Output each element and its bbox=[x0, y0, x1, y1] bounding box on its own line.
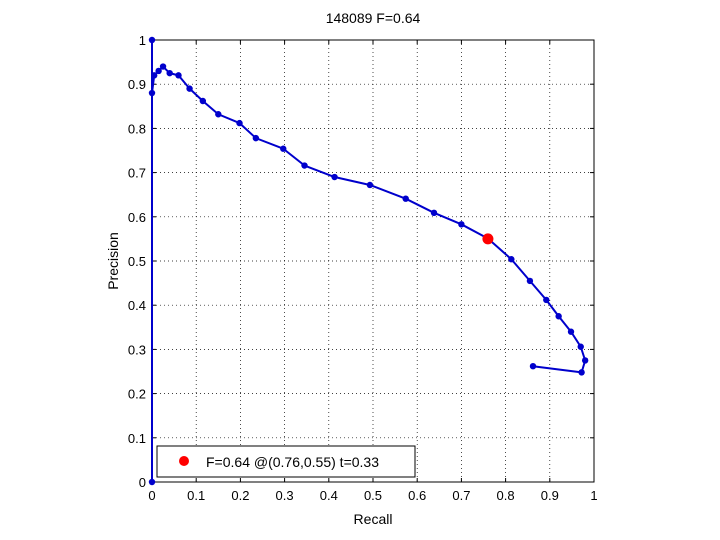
y-tick-label: 0.1 bbox=[128, 431, 146, 446]
y-tick-label: 1 bbox=[139, 33, 146, 48]
data-point bbox=[567, 328, 575, 335]
x-tick-label: 0 bbox=[148, 488, 155, 503]
y-tick-label: 0.6 bbox=[128, 210, 146, 225]
data-point bbox=[458, 221, 465, 228]
x-tick-label: 0.3 bbox=[276, 488, 294, 503]
x-tick-label: 0.9 bbox=[541, 488, 559, 503]
chart-title: 148089 F=0.64 bbox=[326, 10, 421, 26]
legend-marker bbox=[179, 456, 189, 466]
data-point bbox=[199, 97, 207, 105]
data-point bbox=[578, 369, 585, 376]
best-f-point bbox=[482, 233, 494, 245]
data-point bbox=[236, 119, 243, 127]
data-point bbox=[577, 343, 584, 350]
y-tick-label: 0.5 bbox=[128, 254, 146, 269]
x-tick-label: 1 bbox=[590, 488, 597, 503]
data-point bbox=[581, 357, 589, 364]
x-tick-label: 0.5 bbox=[364, 488, 382, 503]
data-point bbox=[301, 162, 308, 169]
x-tick-label: 0.7 bbox=[452, 488, 470, 503]
ticks: 0 0.1 0.2 0.3 0.4 0.5 0.6 0.7 0.8 0.9 1 0 0.1 0.2 0.3 0… bbox=[128, 33, 598, 503]
highlight bbox=[482, 233, 494, 245]
series bbox=[148, 36, 589, 486]
data-point bbox=[526, 277, 534, 285]
y-tick-label: 0.7 bbox=[128, 166, 146, 181]
data-point bbox=[148, 36, 156, 44]
data-point bbox=[186, 85, 193, 92]
x-tick-label: 0.8 bbox=[497, 488, 515, 503]
legend-entry: F=0.64 @(0.76,0.55) t=0.33 bbox=[206, 454, 379, 470]
x-tick-label: 0.6 bbox=[408, 488, 426, 503]
y-tick-label: 0.8 bbox=[128, 121, 146, 136]
data-point bbox=[252, 134, 260, 142]
data-point bbox=[148, 89, 156, 97]
x-tick-label: 0.2 bbox=[231, 488, 249, 503]
x-tick-label: 0.4 bbox=[320, 488, 338, 503]
data-point bbox=[148, 478, 156, 486]
y-axis-label: Precision bbox=[105, 232, 121, 290]
x-tick-label: 0.1 bbox=[187, 488, 205, 503]
data-point bbox=[430, 209, 438, 217]
y-tick-label: 0.2 bbox=[128, 387, 146, 402]
data-point bbox=[155, 67, 162, 75]
legend: F=0.64 @(0.76,0.55) t=0.33 bbox=[156, 445, 416, 478]
grid bbox=[152, 40, 594, 482]
y-tick-label: 0.3 bbox=[128, 342, 146, 357]
y-tick-label: 0 bbox=[139, 475, 146, 490]
data-point bbox=[366, 181, 374, 189]
data-point bbox=[543, 296, 550, 304]
data-point bbox=[280, 145, 287, 152]
data-point bbox=[529, 362, 537, 370]
data-point bbox=[166, 69, 173, 77]
y-tick-label: 0.9 bbox=[128, 77, 146, 92]
data-point bbox=[555, 313, 562, 320]
data-point bbox=[508, 256, 515, 263]
data-point bbox=[151, 72, 158, 79]
x-axis-label: Recall bbox=[354, 511, 393, 527]
data-point bbox=[215, 111, 222, 118]
data-point bbox=[175, 72, 182, 79]
data-point bbox=[402, 195, 409, 202]
data-point bbox=[159, 63, 167, 70]
data-point bbox=[331, 173, 338, 181]
y-tick-label: 0.4 bbox=[128, 298, 146, 313]
legend-box bbox=[156, 445, 416, 478]
